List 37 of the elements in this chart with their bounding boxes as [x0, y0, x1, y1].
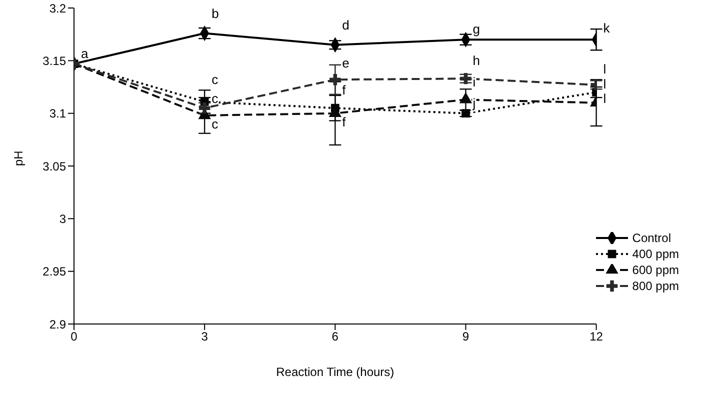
legend-label: 600 ppm: [632, 263, 679, 277]
y-tick-label: 3.05: [42, 159, 66, 174]
y-tick-label: 2.95: [42, 264, 66, 279]
x-tick-label: 9: [462, 330, 470, 344]
annotation: f: [342, 82, 346, 98]
annotation: l: [603, 91, 606, 106]
point: [462, 109, 470, 118]
y-tick-label: 2.9: [49, 317, 66, 332]
annotation: l: [603, 76, 606, 92]
annotation: e: [342, 55, 350, 70]
y-axis-title: pH: [11, 150, 26, 166]
y-tick-label: 3.1: [49, 106, 66, 121]
annotation: k: [603, 20, 610, 36]
x-tick-label: 0: [70, 330, 78, 344]
annotation: c: [212, 72, 219, 88]
y-tick-label: 3.15: [42, 54, 66, 68]
annotation: d: [342, 17, 350, 32]
annotation: j: [472, 95, 476, 110]
x-tick-label: 6: [332, 330, 339, 344]
annotation: i: [472, 74, 476, 90]
annotation: b: [212, 6, 219, 21]
point: [330, 74, 341, 86]
annotation: f: [342, 114, 346, 130]
x-tick-label: 3: [201, 330, 208, 344]
x-axis-title: Reaction Time (hours): [276, 365, 394, 379]
annotation: c: [212, 116, 219, 132]
annotation: h: [472, 53, 480, 68]
y-tick-label: 3.2: [49, 1, 66, 16]
annotation: l: [603, 62, 606, 77]
legend-label: Control: [632, 231, 671, 245]
annotation: a: [81, 46, 89, 61]
x-tick-label: 12: [590, 330, 604, 344]
annotation: g: [472, 22, 480, 37]
annotation: c: [212, 91, 219, 106]
legend-label: 800 ppm: [632, 279, 679, 293]
y-tick-label: 3: [59, 212, 66, 226]
legend-label: 400 ppm: [632, 247, 679, 261]
